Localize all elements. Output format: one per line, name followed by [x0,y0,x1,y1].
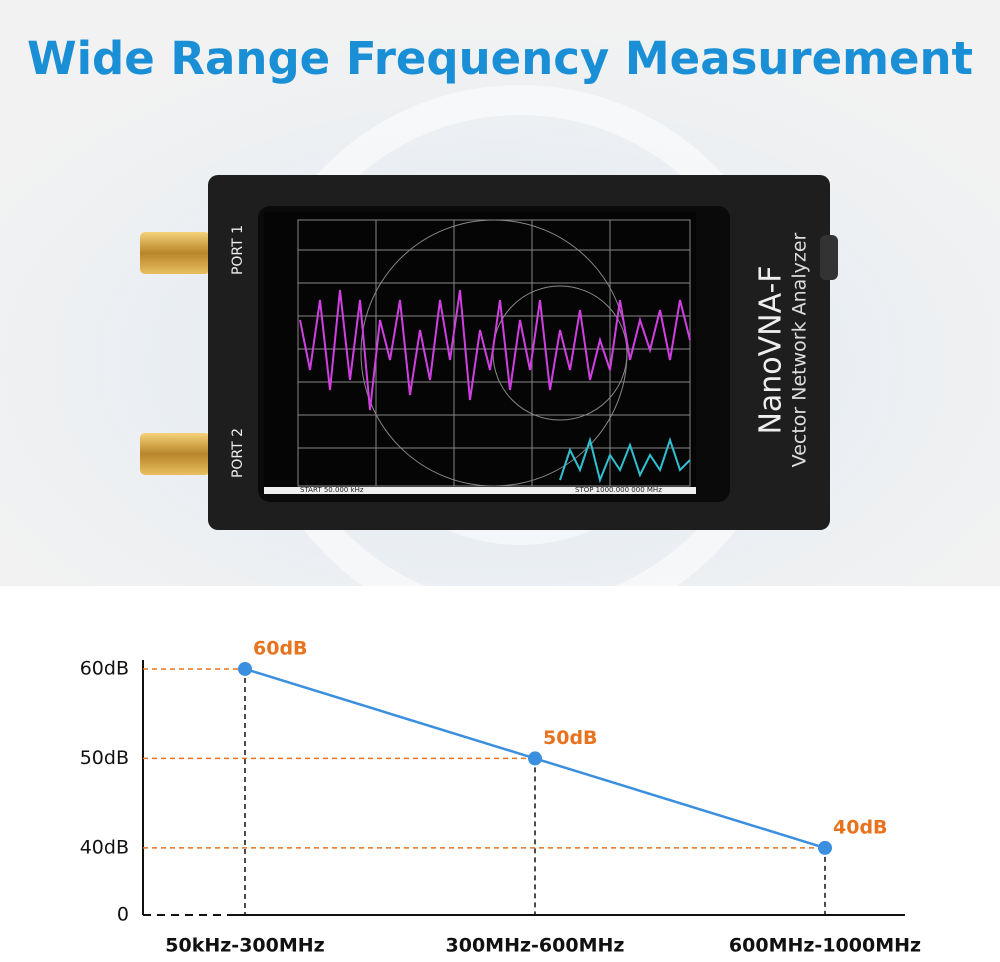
device: START 50.000 kHz STOP 1000.000 000 MHz N… [140,175,838,530]
x-tick-label: 600MHz-1000MHz [729,935,921,957]
trace [299,289,691,411]
chart: 0 40dB 50dB 60dB 60dB 50kHz-300MHz 50dB 300MHz-… [80,637,921,956]
trace [559,436,691,484]
point [238,661,252,676]
value-label: 60dB [253,637,308,659]
port-label: PORT 2 [230,428,246,478]
port-label: PORT 1 [230,225,246,275]
connector [140,232,210,274]
y-tick-label: 60dB [80,657,129,679]
y-tick-label: 40dB [80,836,129,858]
x-tick-label: 300MHz-600MHz [446,935,625,957]
status-bar [264,487,696,494]
y-tick-label: 0 [117,904,129,926]
x-tick-label: 50kHz-300MHz [165,935,324,957]
chart-title: Wide Range Frequency Measurement [27,32,973,85]
screen-text: START 50.000 kHz [300,486,364,494]
value-label: 40dB [833,816,888,838]
screen [264,212,696,494]
point [818,840,832,855]
device-subtitle: Vector Network Analyzer [789,232,811,467]
brand: NanoVNA-F [754,265,789,434]
knob [820,235,838,280]
screen-text: STOP 1000.000 000 MHz [575,486,662,494]
value-label: 50dB [543,727,598,749]
point [528,751,542,766]
connector [140,433,210,475]
y-tick-label: 50dB [80,747,129,769]
